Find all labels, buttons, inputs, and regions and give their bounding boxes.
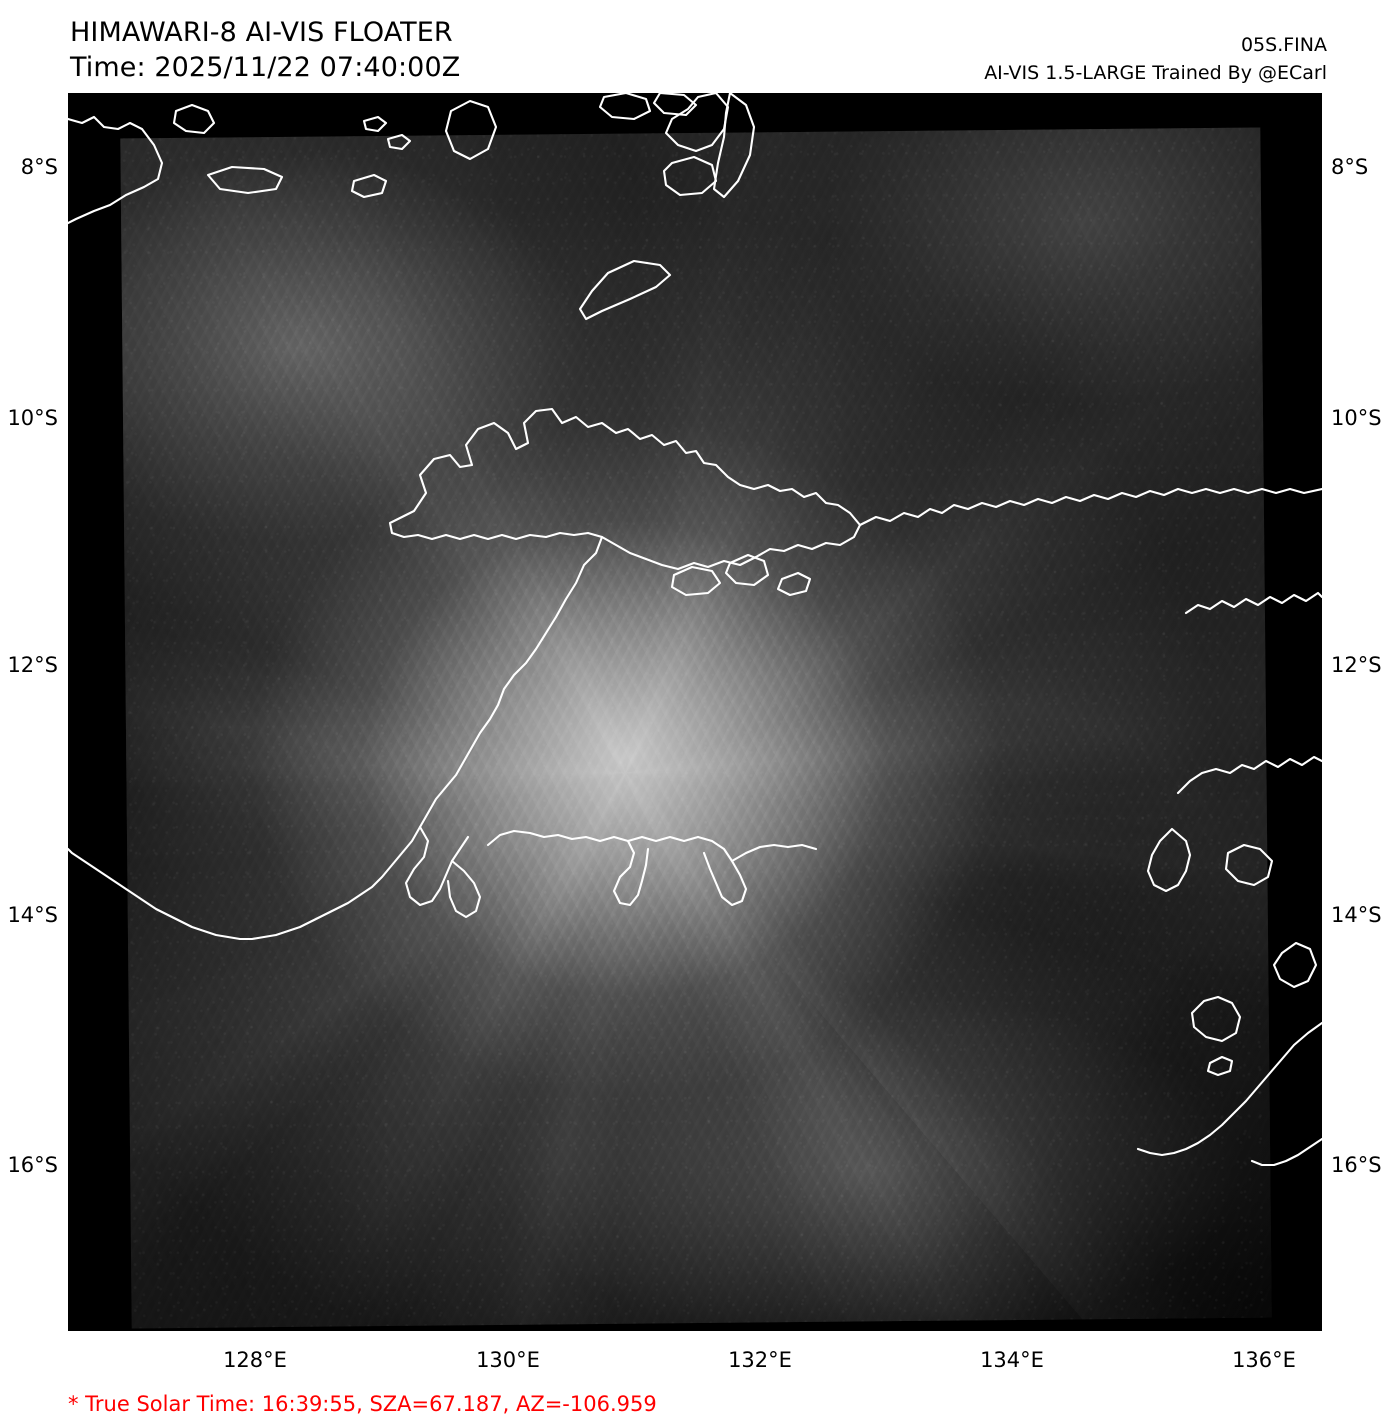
storm-id-label: 05S.FINA xyxy=(1240,34,1327,56)
lat-label-right-14s: 14°S xyxy=(1331,903,1382,927)
lat-label-left-8s: 8°S xyxy=(20,155,58,179)
raster-noise-texture xyxy=(120,127,1272,1329)
satellite-raster xyxy=(120,127,1272,1329)
lon-label-132e: 132°E xyxy=(728,1348,792,1372)
lat-label-left-10s: 10°S xyxy=(7,406,58,430)
lat-label-left-12s: 12°S xyxy=(7,653,58,677)
solar-info-note: * True Solar Time: 16:39:55, SZA=67.187,… xyxy=(68,1392,657,1416)
lat-label-right-12s: 12°S xyxy=(1331,653,1382,677)
header-right-block: 05S.FINA AI-VIS 1.5-LARGE Trained By @EC… xyxy=(984,32,1327,87)
model-credit-label: AI-VIS 1.5-LARGE Trained By @ECarl xyxy=(984,61,1327,84)
lat-label-left-14s: 14°S xyxy=(7,903,58,927)
satellite-image-plot: Copyright © 2020-2025 Dapiya xyxy=(68,93,1322,1331)
lon-label-134e: 134°E xyxy=(980,1348,1044,1372)
coastline-island-g xyxy=(598,93,652,121)
coastline-east-b xyxy=(1272,941,1318,989)
header-left-block: HIMAWARI-8 AI-VIS FLOATER Time: 2025/11/… xyxy=(70,16,460,85)
lat-label-right-8s: 8°S xyxy=(1331,155,1369,179)
lat-label-left-16s: 16°S xyxy=(7,1153,58,1177)
lat-label-right-16s: 16°S xyxy=(1331,1153,1382,1177)
coastline-island-a xyxy=(172,103,216,135)
lon-label-130e: 130°E xyxy=(476,1348,540,1372)
coastline-island-h xyxy=(652,93,698,117)
lon-label-136e: 136°E xyxy=(1232,1348,1296,1372)
lat-label-right-10s: 10°S xyxy=(1331,406,1382,430)
coastline-island-e xyxy=(362,115,388,133)
lon-label-128e: 128°E xyxy=(223,1348,287,1372)
timestamp-label: Time: 2025/11/22 07:40:00Z xyxy=(70,51,461,83)
page-title: HIMAWARI-8 AI-VIS FLOATER xyxy=(70,17,453,48)
